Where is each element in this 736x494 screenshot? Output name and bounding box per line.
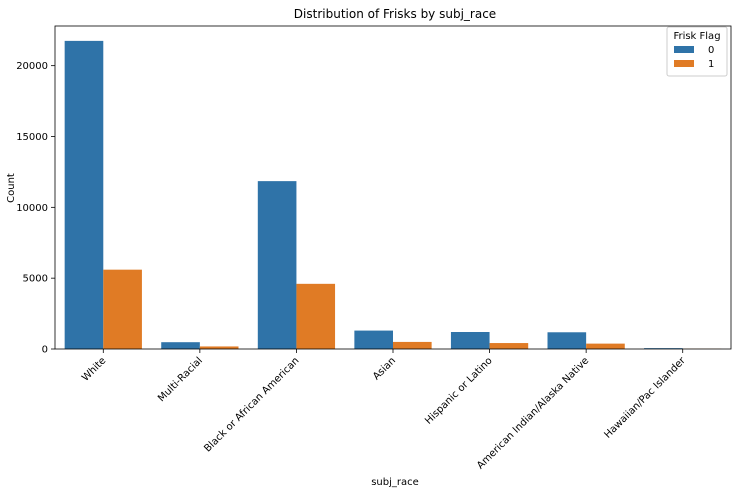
y-axis: 0 5000 10000 15000 20000 bbox=[16, 61, 55, 356]
bar-frisk-0-0 bbox=[64, 40, 104, 350]
bar-frisk-0-2 bbox=[257, 181, 297, 350]
legend-label-1: 1 bbox=[708, 59, 714, 70]
y-tick-label-4: 20000 bbox=[16, 61, 48, 72]
bar-frisk-1-0 bbox=[103, 269, 142, 349]
legend-swatch-0 bbox=[674, 46, 694, 53]
legend-swatch-1 bbox=[674, 60, 694, 67]
bar-frisk-0-4 bbox=[450, 332, 490, 349]
chart-title: Distribution of Frisks by subj_race bbox=[294, 7, 496, 21]
bar-frisk-0-6 bbox=[644, 348, 683, 349]
y-tick-label-1: 5000 bbox=[23, 274, 48, 285]
bar-frisk-0-3 bbox=[354, 330, 393, 349]
legend-items: 01 bbox=[674, 45, 714, 70]
bar-frisk-1-3 bbox=[393, 341, 432, 349]
y-tick-label-0: 0 bbox=[42, 345, 48, 356]
legend: Frisk Flag 01 bbox=[666, 26, 728, 77]
bar-frisk-0-5 bbox=[547, 332, 587, 349]
bar-frisk-1-2 bbox=[296, 283, 336, 349]
y-tick-label-2: 10000 bbox=[16, 203, 48, 214]
y-tick-label-3: 15000 bbox=[16, 132, 48, 143]
plot-frame bbox=[54, 25, 732, 350]
bar-frisk-1-5 bbox=[586, 343, 625, 349]
bar-frisk-1-1 bbox=[199, 346, 239, 349]
legend-title: Frisk Flag bbox=[673, 31, 720, 42]
bars-group bbox=[64, 40, 722, 350]
x-axis-label: subj_race bbox=[371, 477, 419, 488]
bar-frisk-1-4 bbox=[489, 343, 529, 349]
bar-frisk-0-1 bbox=[161, 342, 200, 349]
legend-label-0: 0 bbox=[708, 45, 714, 56]
y-axis-label: Count bbox=[6, 173, 17, 203]
